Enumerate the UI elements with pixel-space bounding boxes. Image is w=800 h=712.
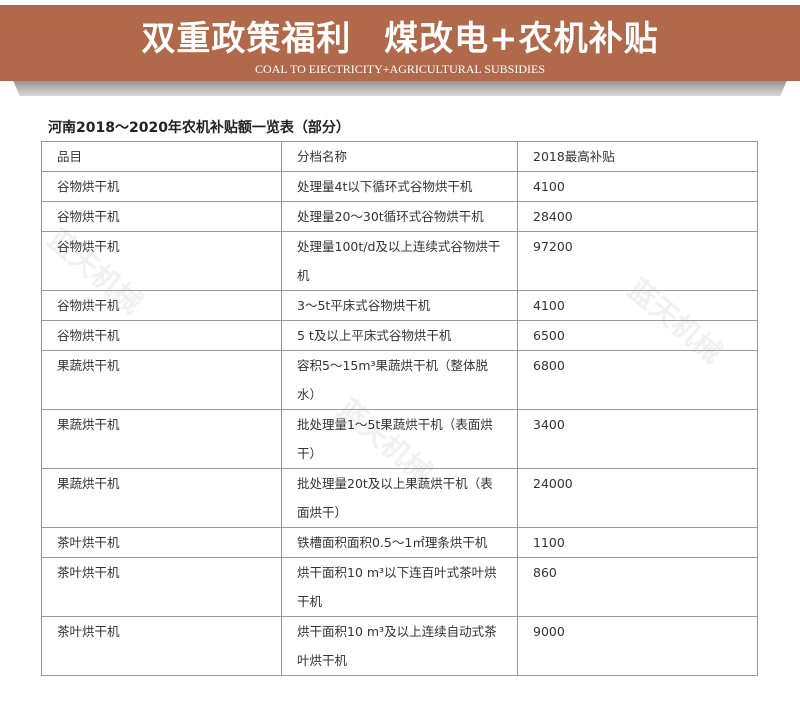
cell-tier-name: 烘干面积10 m³以下连百叶式茶叶烘干机 bbox=[281, 557, 518, 617]
table-row: 谷物烘干机 处理量20～30t循环式谷物烘干机 28400 bbox=[41, 201, 758, 232]
cell-max-subsidy: 4100 bbox=[517, 171, 758, 202]
cell-tier-name: 烘干面积10 m³及以上连续自动式茶叶烘干机 bbox=[281, 616, 518, 676]
cell-max-subsidy: 97200 bbox=[517, 231, 758, 291]
table-row: 果蔬烘干机 容积5～15m³果蔬烘干机（整体脱水） 6800 bbox=[41, 350, 758, 410]
table-row: 茶叶烘干机 铁槽面积面积0.5～1㎡理条烘干机 1100 bbox=[41, 527, 758, 558]
cell-category: 茶叶烘干机 bbox=[41, 527, 282, 558]
banner-title-part2: 煤改电+农机补贴 bbox=[384, 19, 659, 59]
cell-max-subsidy: 1100 bbox=[517, 527, 758, 558]
table-row: 果蔬烘干机 批处理量20t及以上果蔬烘干机（表面烘干） 24000 bbox=[41, 468, 758, 528]
cell-category: 果蔬烘干机 bbox=[41, 468, 282, 528]
cell-category: 谷物烘干机 bbox=[41, 320, 282, 351]
banner-title: 双重政策福利 煤改电+农机补贴 bbox=[0, 19, 800, 59]
banner-shadow bbox=[12, 78, 788, 96]
cell-category: 谷物烘干机 bbox=[41, 201, 282, 232]
cell-max-subsidy: 9000 bbox=[517, 616, 758, 676]
table-row: 谷物烘干机 处理量100t/d及以上连续式谷物烘干机 97200 bbox=[41, 231, 758, 291]
header-tier-name: 分档名称 bbox=[281, 141, 518, 172]
cell-tier-name: 5 t及以上平床式谷物烘干机 bbox=[281, 320, 518, 351]
cell-max-subsidy: 4100 bbox=[517, 290, 758, 321]
subsidy-table: 品目 分档名称 2018最高补贴 谷物烘干机 处理量4t以下循环式谷物烘干机 410… bbox=[41, 141, 758, 676]
table-row: 果蔬烘干机 批处理量1～5t果蔬烘干机（表面烘干） 3400 bbox=[41, 409, 758, 469]
cell-category: 茶叶烘干机 bbox=[41, 616, 282, 676]
cell-tier-name: 容积5～15m³果蔬烘干机（整体脱水） bbox=[281, 350, 518, 410]
table-heading: 河南2018～2020年农机补贴额一览表（部分） bbox=[48, 120, 350, 136]
cell-tier-name: 批处理量1～5t果蔬烘干机（表面烘干） bbox=[281, 409, 518, 469]
cell-tier-name: 批处理量20t及以上果蔬烘干机（表面烘干） bbox=[281, 468, 518, 528]
table-row: 谷物烘干机 5 t及以上平床式谷物烘干机 6500 bbox=[41, 320, 758, 351]
table-row: 谷物烘干机 3～5t平床式谷物烘干机 4100 bbox=[41, 290, 758, 321]
cell-max-subsidy: 24000 bbox=[517, 468, 758, 528]
cell-category: 果蔬烘干机 bbox=[41, 409, 282, 469]
table-row: 茶叶烘干机 烘干面积10 m³及以上连续自动式茶叶烘干机 9000 bbox=[41, 616, 758, 676]
cell-category: 谷物烘干机 bbox=[41, 290, 282, 321]
cell-tier-name: 处理量4t以下循环式谷物烘干机 bbox=[281, 171, 518, 202]
cell-tier-name: 铁槽面积面积0.5～1㎡理条烘干机 bbox=[281, 527, 518, 558]
cell-max-subsidy: 6500 bbox=[517, 320, 758, 351]
header-max-subsidy: 2018最高补贴 bbox=[517, 141, 758, 172]
cell-tier-name: 处理量20～30t循环式谷物烘干机 bbox=[281, 201, 518, 232]
cell-category: 茶叶烘干机 bbox=[41, 557, 282, 617]
cell-max-subsidy: 28400 bbox=[517, 201, 758, 232]
table-header-row: 品目 分档名称 2018最高补贴 bbox=[41, 141, 758, 172]
banner-subtitle: COAL TO EIECTRICITY+AGRICULTURAL SUBSIDI… bbox=[255, 62, 545, 76]
cell-max-subsidy: 860 bbox=[517, 557, 758, 617]
banner: 双重政策福利 煤改电+农机补贴 COAL TO EIECTRICITY+AGRI… bbox=[0, 5, 800, 81]
cell-tier-name: 3～5t平床式谷物烘干机 bbox=[281, 290, 518, 321]
cell-category: 果蔬烘干机 bbox=[41, 350, 282, 410]
cell-max-subsidy: 3400 bbox=[517, 409, 758, 469]
table-row: 谷物烘干机 处理量4t以下循环式谷物烘干机 4100 bbox=[41, 171, 758, 202]
header-category: 品目 bbox=[41, 141, 282, 172]
table-row: 茶叶烘干机 烘干面积10 m³以下连百叶式茶叶烘干机 860 bbox=[41, 557, 758, 617]
cell-category: 谷物烘干机 bbox=[41, 231, 282, 291]
banner-title-part1: 双重政策福利 bbox=[141, 19, 352, 59]
cell-category: 谷物烘干机 bbox=[41, 171, 282, 202]
cell-max-subsidy: 6800 bbox=[517, 350, 758, 410]
cell-tier-name: 处理量100t/d及以上连续式谷物烘干机 bbox=[281, 231, 518, 291]
